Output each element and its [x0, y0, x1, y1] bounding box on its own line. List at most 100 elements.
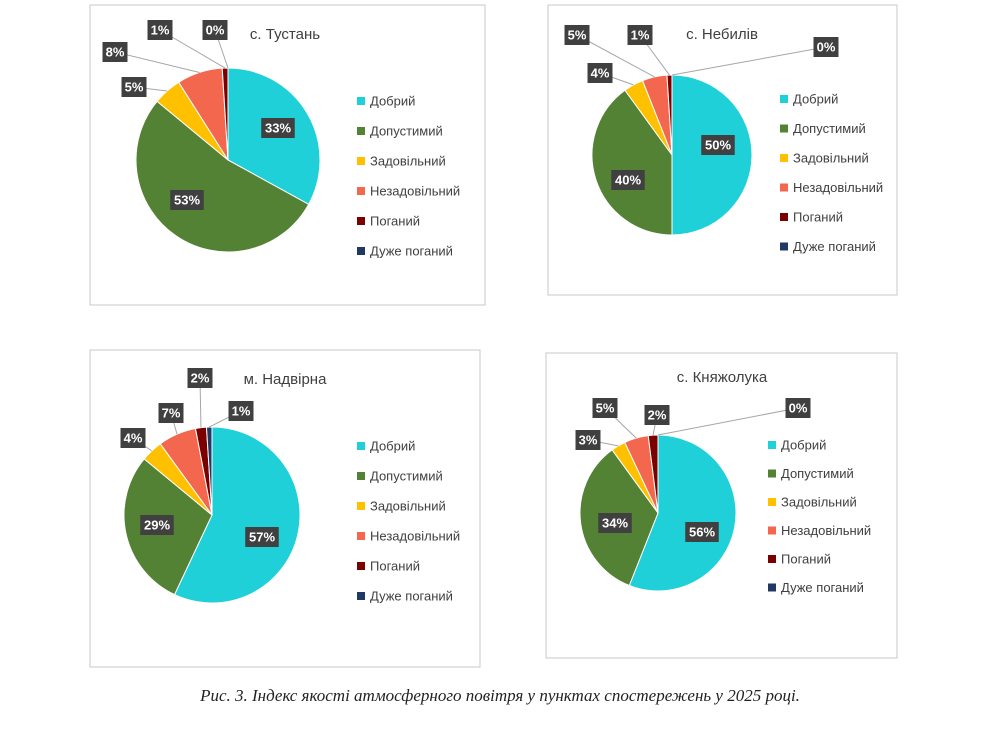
leader-line — [657, 407, 799, 436]
legend-label: Допустимий — [781, 466, 854, 481]
legend-swatch — [357, 502, 365, 510]
legend-label: Задовільний — [793, 150, 869, 165]
legend-swatch — [768, 583, 776, 592]
data-label-box — [564, 25, 590, 45]
data-label-box — [592, 398, 618, 418]
legend-label: Допустимий — [793, 121, 866, 136]
legend-label: Добрий — [793, 91, 838, 106]
data-label-box — [121, 77, 147, 97]
data-label: 50% — [705, 137, 731, 152]
data-label: 5% — [125, 79, 144, 94]
legend-label: Добрий — [781, 437, 826, 452]
legend-label: Поганий — [793, 209, 843, 224]
legend-swatch — [768, 498, 776, 506]
legend-swatch — [780, 183, 788, 192]
legend-swatch — [357, 472, 365, 480]
data-label-box — [598, 513, 632, 533]
caption: Рис. 3. Індекс якості атмосферного повіт… — [199, 686, 800, 705]
leader-line — [671, 46, 827, 76]
data-label: 1% — [631, 27, 650, 42]
data-label: 40% — [615, 172, 641, 187]
legend-swatch — [780, 213, 788, 221]
data-label-box — [685, 522, 719, 542]
chart-title: с. Княжолука — [677, 369, 768, 386]
pie-slice — [173, 426, 301, 604]
legend-label: Допустимий — [370, 468, 443, 483]
data-label-box — [611, 170, 645, 190]
legend-label: Дуже поганий — [793, 239, 876, 254]
legend-label: Поганий — [781, 551, 831, 566]
pie-slice — [135, 100, 310, 253]
legend-label: Добрий — [370, 438, 415, 453]
legend-label: Незадовільний — [370, 183, 460, 198]
data-label-box — [202, 20, 228, 40]
data-label-box — [644, 405, 670, 425]
leader-line — [114, 51, 200, 73]
data-label: 4% — [124, 430, 143, 445]
data-label: 34% — [602, 515, 628, 530]
data-label-box — [140, 515, 174, 535]
data-label-box — [575, 430, 601, 450]
data-label: 3% — [579, 432, 598, 447]
legend-label: Дуже поганий — [370, 243, 453, 258]
legend-swatch — [768, 441, 776, 449]
chart-title: с. Тустань — [250, 26, 320, 43]
data-label: 33% — [265, 120, 291, 135]
data-label: 8% — [106, 44, 125, 59]
legend-label: Незадовільний — [781, 523, 871, 538]
legend-swatch — [768, 469, 776, 478]
data-label-box — [147, 20, 173, 40]
data-label: 0% — [206, 22, 225, 37]
data-label: 0% — [817, 39, 836, 54]
legend-label: Задовільний — [370, 153, 446, 168]
data-label-box — [627, 25, 653, 45]
legend-label: Незадовільний — [370, 528, 460, 543]
legend-swatch — [357, 532, 365, 540]
data-label-box — [170, 190, 204, 210]
data-label: 2% — [191, 370, 210, 385]
legend-swatch — [357, 247, 365, 255]
legend-swatch — [357, 157, 365, 165]
legend-label: Дуже поганий — [370, 588, 453, 603]
legend-swatch — [780, 154, 788, 162]
legend-swatch — [780, 124, 788, 133]
legend-swatch — [357, 592, 365, 600]
data-label-box — [785, 398, 811, 418]
legend-swatch — [768, 526, 776, 535]
data-label-box — [261, 118, 295, 138]
data-label-box — [245, 527, 279, 547]
chart-title: с. Небилів — [686, 26, 758, 43]
legend-swatch — [768, 555, 776, 563]
data-label-box — [158, 403, 184, 423]
legend-swatch — [357, 187, 365, 195]
legend-label: Незадовільний — [793, 180, 883, 195]
data-label: 1% — [232, 403, 251, 418]
legend-swatch — [780, 95, 788, 103]
data-label-box — [701, 135, 735, 155]
legend-label: Добрий — [370, 93, 415, 108]
legend-label: Допустимий — [370, 123, 443, 138]
data-label: 29% — [144, 517, 170, 532]
data-label-box — [102, 42, 128, 62]
pie-slice — [591, 89, 673, 236]
legend-swatch — [357, 217, 365, 225]
data-label: 2% — [648, 407, 667, 422]
chart-title: м. Надвірна — [244, 371, 328, 388]
data-label: 53% — [174, 192, 200, 207]
data-label: 5% — [596, 400, 615, 415]
leader-line — [576, 34, 655, 78]
data-label: 57% — [249, 529, 275, 544]
pie-slice — [628, 434, 737, 592]
data-label: 4% — [591, 65, 610, 80]
data-label-box — [587, 63, 613, 83]
legend-label: Задовільний — [781, 494, 857, 509]
legend-swatch — [357, 127, 365, 135]
data-label: 5% — [568, 27, 587, 42]
data-label-box — [187, 368, 213, 388]
legend-label: Дуже поганий — [781, 580, 864, 595]
data-label: 0% — [789, 400, 808, 415]
legend-swatch — [357, 97, 365, 105]
pie-slice — [205, 426, 213, 516]
legend-swatch — [357, 442, 365, 450]
